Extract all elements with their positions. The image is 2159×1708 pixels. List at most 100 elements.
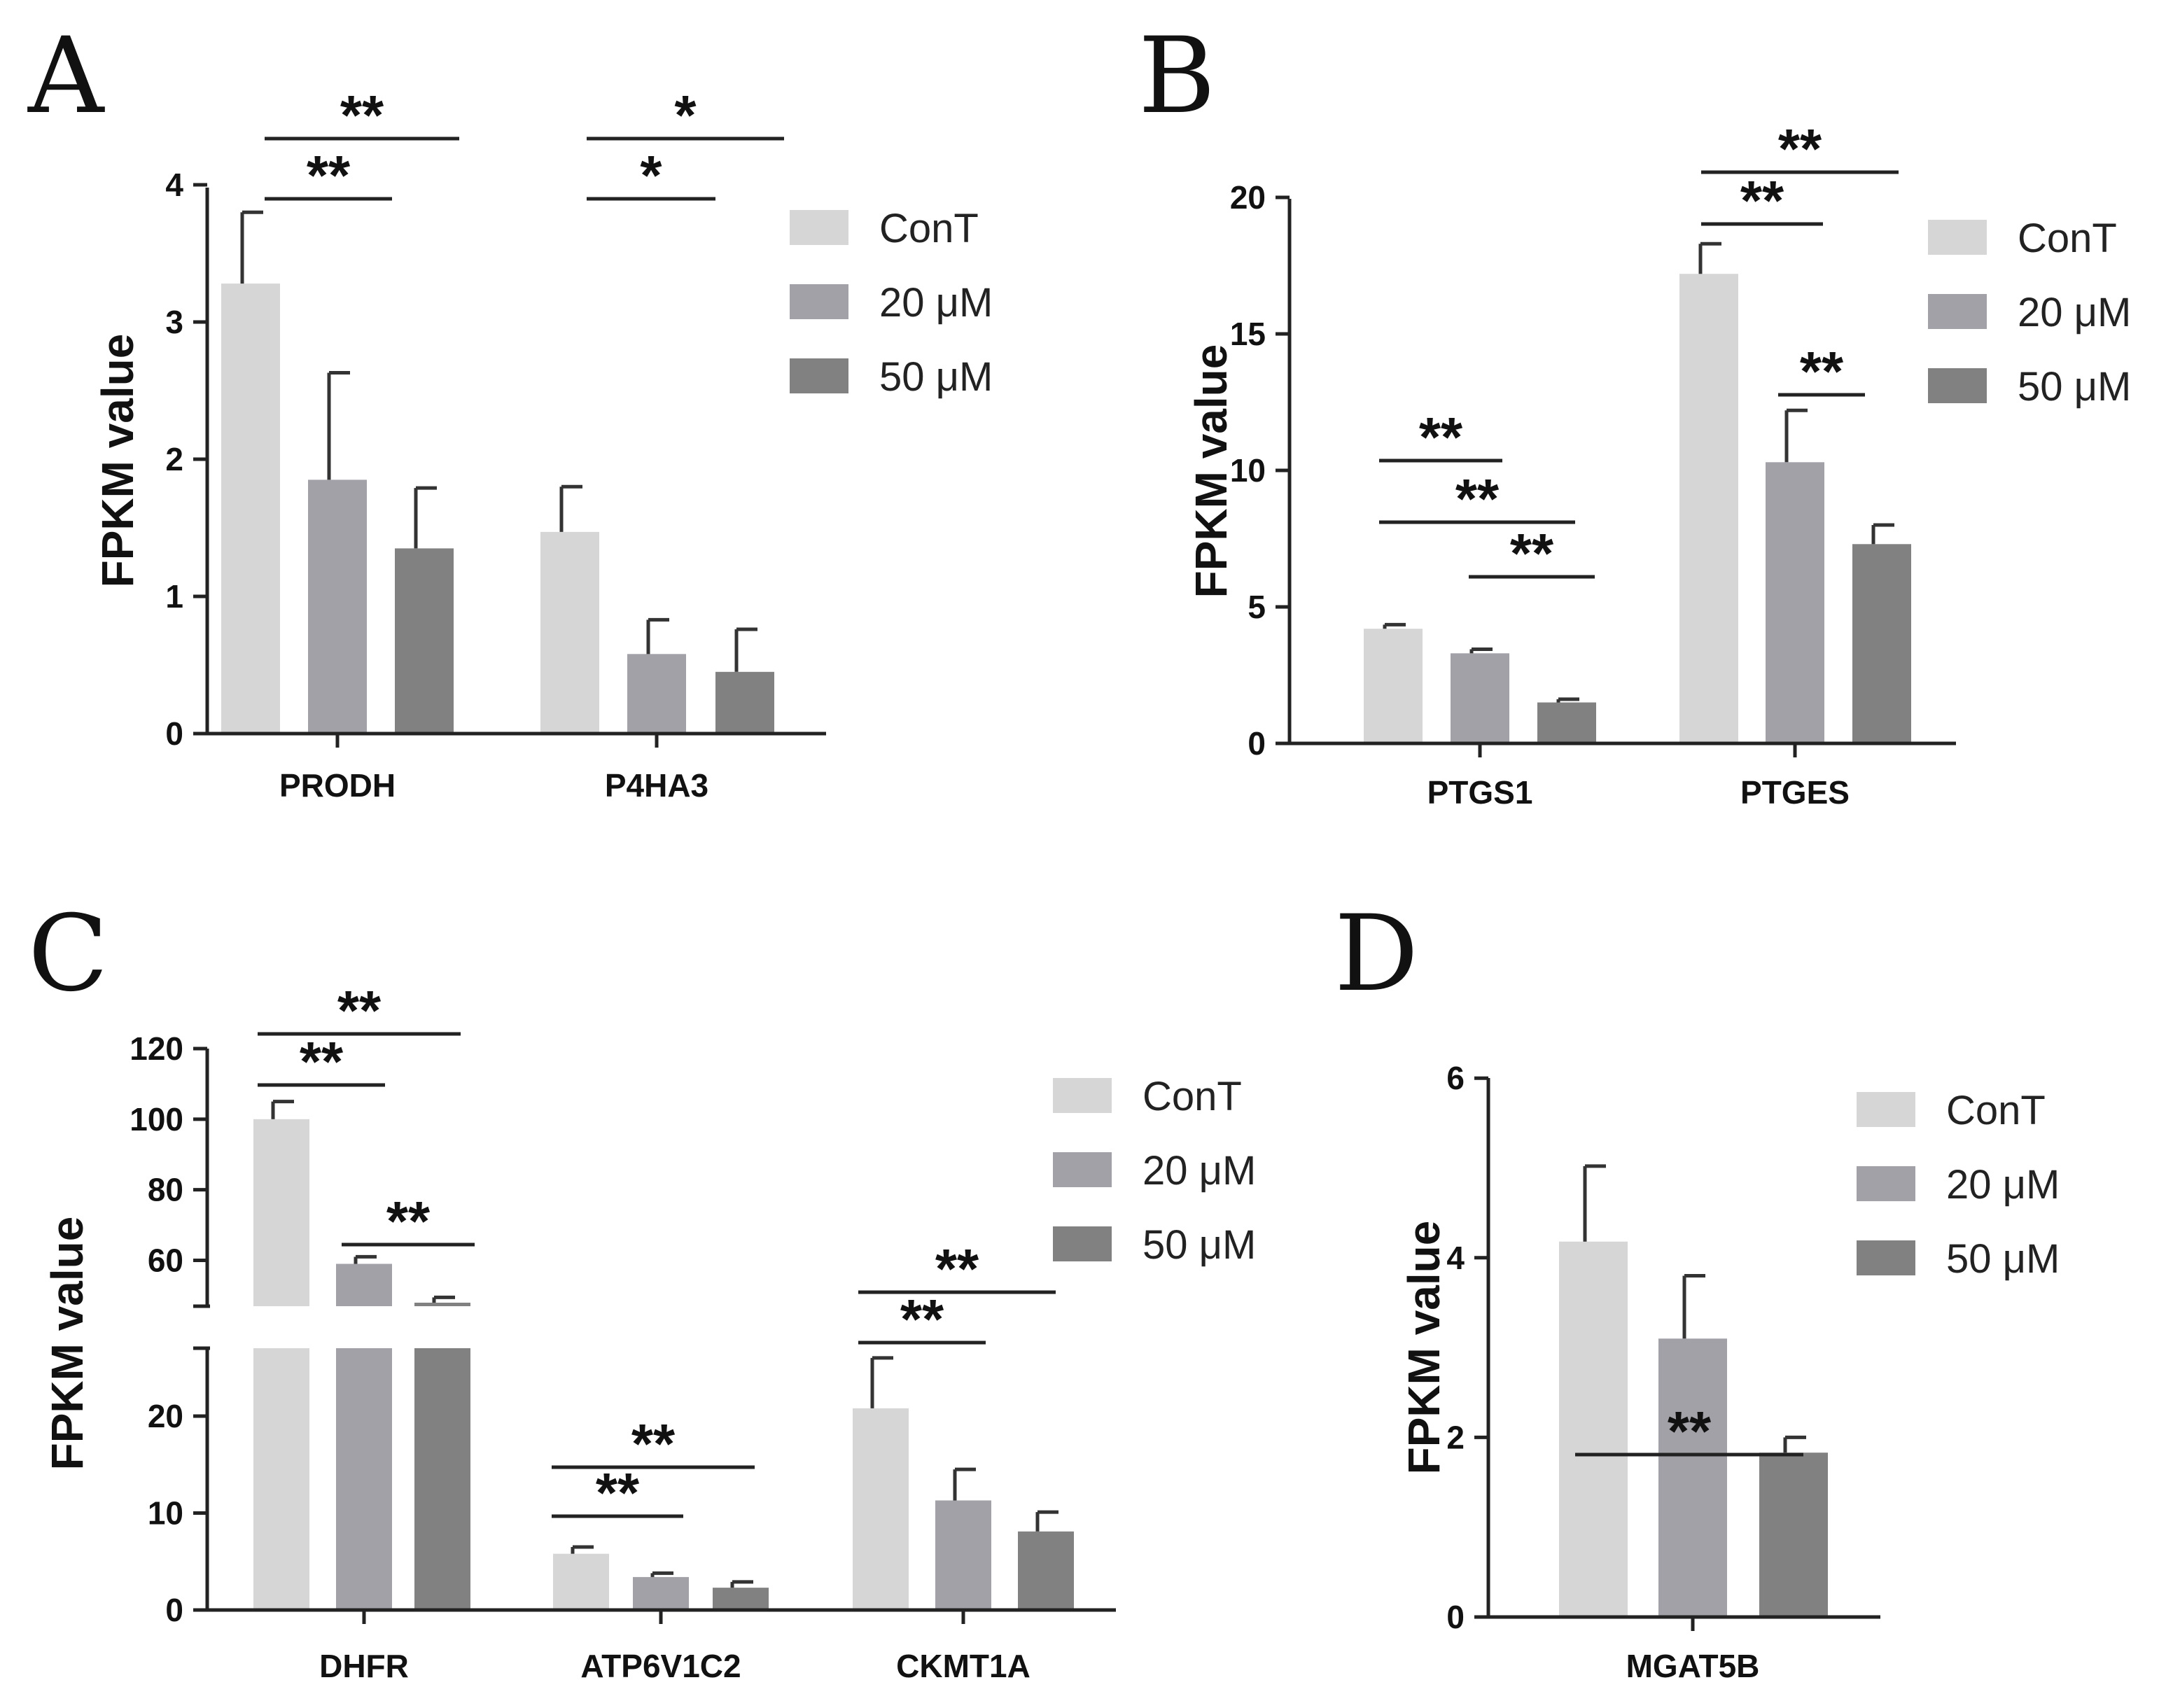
legend-swatch — [1928, 368, 1987, 403]
bar — [713, 1588, 769, 1610]
y-tick-label: 3 — [165, 304, 183, 340]
bar — [253, 1119, 309, 1306]
y-tick-label: 10 — [1230, 452, 1266, 489]
significance-label: ** — [1419, 406, 1463, 468]
bar — [853, 1408, 909, 1610]
y-tick-label: 4 — [165, 167, 183, 203]
y-tick-label: 0 — [165, 715, 183, 752]
y-tick-label: 6 — [1446, 1060, 1465, 1096]
y-tick-label: 100 — [130, 1101, 183, 1138]
significance-label: ** — [307, 144, 351, 206]
significance-label: ** — [631, 1413, 676, 1475]
y-axis-label: FPKM value — [42, 1217, 92, 1471]
y-tick-label: 80 — [148, 1172, 183, 1208]
legend-label: 20 μM — [2018, 290, 2131, 335]
y-tick-label: 0 — [1446, 1599, 1465, 1635]
bar — [1018, 1531, 1074, 1610]
bar — [1852, 544, 1911, 743]
bar — [1537, 702, 1596, 743]
y-tick-label: 15 — [1230, 316, 1266, 352]
legend-label: 50 μM — [1143, 1222, 1256, 1268]
bar — [336, 1348, 392, 1610]
significance-label: ** — [337, 979, 382, 1042]
panel-letter: B — [1138, 15, 1215, 137]
category-label-p4ha3: P4HA3 — [605, 767, 708, 804]
legend-swatch — [790, 358, 848, 393]
significance-label: ** — [935, 1238, 979, 1300]
bar — [540, 531, 599, 734]
significance-label: ** — [1800, 340, 1844, 402]
bar — [414, 1302, 470, 1306]
y-tick-label: 2 — [165, 441, 183, 477]
significance-label: ** — [1778, 118, 1822, 180]
legend-label: ConT — [879, 206, 979, 251]
category-label-ptgs1: PTGS1 — [1427, 774, 1533, 811]
category-label-atp6v1c2: ATP6V1C2 — [580, 1648, 741, 1684]
significance-label: ** — [300, 1030, 344, 1093]
legend-label: 50 μM — [2018, 364, 2131, 410]
panel-letter: C — [28, 893, 109, 1015]
bar — [221, 284, 280, 734]
y-tick-label: 60 — [148, 1242, 183, 1278]
y-tick-label: 2 — [1446, 1419, 1465, 1455]
legend-swatch — [1053, 1078, 1112, 1113]
category-label-ptges: PTGES — [1740, 774, 1850, 811]
panel-d: D 0 2 4 6 MGAT5B FPKM value ** ConT 20 μM 50 μM — [1334, 893, 2060, 1684]
legend-label: ConT — [1946, 1088, 2046, 1133]
category-label-mgat5b: MGAT5B — [1626, 1648, 1760, 1684]
significance-label: ** — [1740, 169, 1784, 232]
y-tick-label: 0 — [165, 1592, 183, 1628]
y-axis-label: FPKM value — [1399, 1221, 1449, 1475]
significance-label: * — [674, 84, 697, 146]
legend-swatch — [1053, 1226, 1112, 1261]
bar — [1766, 462, 1824, 743]
bar — [935, 1500, 991, 1610]
category-label-dhfr: DHFR — [319, 1648, 409, 1684]
y-tick-label: 1 — [165, 578, 183, 615]
significance-label: ** — [1668, 1400, 1712, 1462]
category-label-prodh: PRODH — [279, 767, 396, 804]
y-tick-label: 5 — [1248, 589, 1266, 625]
legend-label: 20 μM — [1143, 1148, 1256, 1194]
y-tick-label: 120 — [130, 1030, 183, 1067]
panel-c: C 0 10 20 60 80 100 120 DHFR ATP6V1C2 CKMT1A FPKM v… — [28, 893, 1256, 1684]
y-tick-label: 0 — [1248, 725, 1266, 762]
legend-label: ConT — [1143, 1074, 1242, 1119]
legend-swatch — [1053, 1152, 1112, 1187]
y-axis-label: FPKM value — [1186, 344, 1236, 598]
bar — [715, 671, 774, 734]
significance-label: ** — [386, 1190, 431, 1252]
significance-label: ** — [1455, 468, 1500, 530]
panel-letter: D — [1334, 893, 1418, 1015]
y-tick-label: 10 — [148, 1494, 183, 1531]
bar — [1451, 653, 1509, 743]
legend-swatch — [1857, 1240, 1915, 1275]
y-tick-label: 4 — [1446, 1240, 1465, 1276]
bar — [1559, 1241, 1628, 1617]
y-axis-label: FPKM value — [92, 334, 143, 588]
legend-swatch — [790, 284, 848, 319]
significance-label: ** — [900, 1288, 944, 1350]
legend-label: 50 μM — [879, 354, 993, 400]
bar — [627, 654, 686, 734]
significance-label: ** — [340, 84, 384, 146]
legend-swatch — [1857, 1166, 1915, 1201]
legend-label: 20 μM — [879, 280, 993, 326]
bar — [1759, 1452, 1828, 1617]
bar — [253, 1348, 309, 1610]
legend-swatch — [1857, 1092, 1915, 1127]
legend-swatch — [1928, 220, 1987, 255]
bar — [308, 479, 367, 734]
legend-swatch — [790, 210, 848, 245]
panel-letter: A — [27, 15, 105, 137]
bar — [336, 1264, 392, 1306]
legend-label: 50 μM — [1946, 1236, 2060, 1282]
bar — [1364, 629, 1423, 743]
category-label-ckmt1a: CKMT1A — [896, 1648, 1030, 1684]
bar — [1679, 274, 1738, 743]
legend-swatch — [1928, 294, 1987, 329]
significance-label: ** — [596, 1462, 640, 1524]
